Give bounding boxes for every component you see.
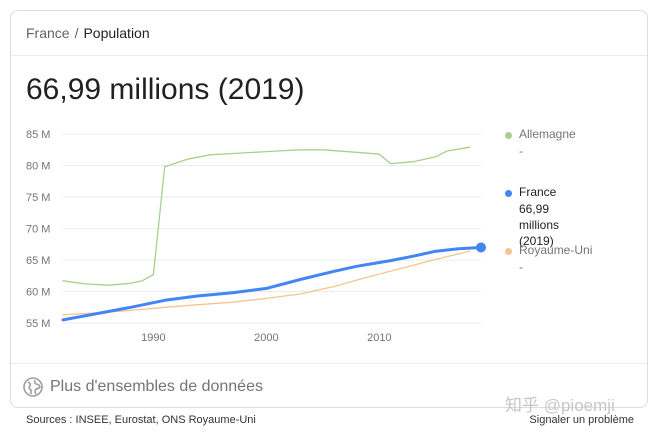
legend-value: -: [519, 260, 523, 274]
legend-dot-allemagne: [505, 132, 512, 139]
sources-text: Sources : INSEE, Eurostat, ONS Royaume-U…: [26, 414, 256, 426]
x-tick-label: 1990: [141, 332, 165, 344]
footer-divider: [11, 363, 647, 364]
legend-value-line: (2019): [519, 234, 554, 248]
x-tick-label: 2000: [254, 332, 278, 344]
breadcrumb-parent[interactable]: France: [26, 25, 70, 41]
header-divider: [11, 55, 647, 56]
more-datasets-link[interactable]: Plus d'ensembles de données: [23, 377, 263, 397]
y-tick-label: 60 M: [26, 287, 50, 299]
series-line-allemagne: [62, 146, 471, 286]
breadcrumb: France / Population: [26, 25, 150, 41]
population-headline: 66,99 millions (2019): [26, 73, 305, 106]
legend-name: France: [519, 185, 557, 199]
legend-dot-france: [505, 190, 512, 197]
report-problem-link[interactable]: Signaler un problème: [529, 414, 634, 426]
legend-dot-royaume-uni: [505, 248, 512, 255]
globe-icon: [23, 377, 43, 397]
breadcrumb-separator: /: [74, 25, 79, 41]
y-tick-label: 85 M: [26, 129, 50, 141]
y-tick-label: 75 M: [26, 192, 50, 204]
y-tick-label: 70 M: [26, 224, 50, 236]
breadcrumb-current: Population: [83, 25, 150, 41]
series-line-royaume-uni: [62, 250, 471, 316]
y-tick-label: 80 M: [26, 161, 50, 173]
knowledge-card: France / Population 66,99 millions (2019) …: [10, 10, 648, 408]
more-datasets-label: Plus d'ensembles de données: [50, 378, 263, 395]
y-tick-label: 65 M: [26, 255, 50, 267]
watermark: 知乎 @pioemji: [505, 396, 615, 415]
y-tick-label: 55 M: [26, 318, 50, 330]
legend-name: Royaume-Uni: [519, 243, 593, 257]
legend-value: 66,99 millions (2019): [519, 201, 559, 249]
x-tick-label: 2010: [367, 332, 391, 344]
legend-value: -: [519, 144, 523, 158]
france-latest-point: [476, 242, 486, 253]
legend-value-line: 66,99 millions: [519, 202, 560, 232]
series-line-france: [61, 246, 483, 322]
population-chart[interactable]: 85 M 80 M 75 M 70 M 65 M 60 M 55 M 1990 2000 2010: [11, 11, 647, 361]
legend-name: Allemagne: [519, 127, 576, 141]
